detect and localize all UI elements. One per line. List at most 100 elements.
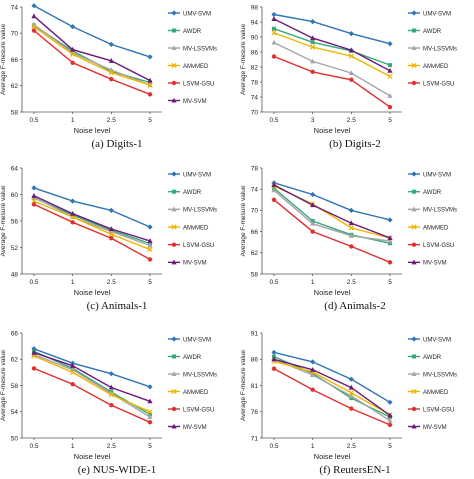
y-tick-label: 71 <box>251 435 259 442</box>
legend-label: UMV-SVM <box>183 11 211 17</box>
x-tick-label: 5 <box>148 443 152 450</box>
y-tick-label: 58 <box>251 271 259 278</box>
y-tick-label: 98 <box>251 4 259 11</box>
legend-marker <box>171 388 177 395</box>
x-tick-label: 5 <box>388 117 392 124</box>
legend-label: MV-LSSVMs <box>423 208 457 214</box>
chart-panel-3: 58 62 66 70 74 78 0.5 1 2.5 5 Noise level Average F… <box>240 165 457 312</box>
series-line-awdr <box>33 24 151 84</box>
legend-label: LSVM-GSU <box>183 407 214 413</box>
data-point-mv-svm <box>70 46 76 52</box>
legend-marker <box>172 28 176 33</box>
legend-label: MV-SVM <box>183 261 207 267</box>
data-point-mv-svm <box>387 412 393 418</box>
legend-label: AMvMED <box>423 390 449 396</box>
data-point-umv-svm <box>271 11 277 18</box>
data-point-umv-svm <box>310 191 316 198</box>
series-line-mv-lssvms <box>273 189 391 242</box>
legend-marker <box>171 10 177 16</box>
series-line-amvmed <box>273 32 391 78</box>
series-line-mv-lssvms <box>33 196 151 247</box>
x-tick-label: 2.5 <box>347 279 356 286</box>
data-point-mv-lssvms <box>348 393 354 398</box>
data-point-lsvm-gsu <box>271 197 277 202</box>
y-tick-label: 76 <box>251 409 259 416</box>
y-tick-label: 62 <box>11 83 19 90</box>
legend-marker <box>171 206 177 212</box>
data-point-mv-svm <box>310 366 316 372</box>
data-point-lsvm-gsu <box>310 229 315 234</box>
data-point-lsvm-gsu <box>70 220 75 225</box>
legend-marker <box>171 80 177 86</box>
data-point-mv-svm <box>108 58 114 63</box>
legend-label: MV-LSSVMs <box>183 208 217 214</box>
y-tick-label: 74 <box>11 4 19 11</box>
data-point-lsvm-gsu <box>147 257 153 262</box>
x-axis-title: Noise level <box>314 126 351 135</box>
series-line-mv-lssvms <box>273 41 391 97</box>
series-line-umv-svm <box>33 348 151 388</box>
series-line-amvmed <box>33 26 151 86</box>
data-point-mv-svm <box>310 35 316 41</box>
legend-marker <box>411 423 417 429</box>
y-tick-label: 66 <box>11 57 19 64</box>
legend-label: MV-SVM <box>183 99 207 105</box>
legend-label: MV-LSSVMs <box>423 46 457 52</box>
data-point-awdr <box>388 63 392 68</box>
data-point-mv-svm <box>108 384 114 390</box>
data-point-mv-lssvms <box>387 417 393 423</box>
legend-marker <box>171 371 177 376</box>
y-axis-title: Average F-mesure value <box>240 185 247 256</box>
x-axis-title: Noise level <box>74 126 111 135</box>
data-point-mv-svm <box>147 77 153 83</box>
data-point-umv-svm <box>147 224 153 230</box>
data-point-mv-lssvms <box>310 220 316 226</box>
legend-marker <box>411 371 417 376</box>
legend-label: MV-SVM <box>183 425 207 431</box>
chart-panel-4: 50 54 58 62 66 0.5 1 2.5 5 Noise level Average F-m… <box>0 330 217 476</box>
data-point-lsvm-gsu <box>387 104 393 110</box>
series-line-mv-lssvms <box>33 24 151 86</box>
x-tick-label: 2.5 <box>107 279 116 286</box>
y-tick-label: 86 <box>251 357 259 364</box>
data-point-lsvm-gsu <box>271 54 277 59</box>
data-point-umv-svm <box>348 31 354 37</box>
x-tick-label: 5 <box>388 279 392 286</box>
y-tick-label: 54 <box>11 409 19 416</box>
data-point-amvmed <box>147 409 153 415</box>
data-point-awdr <box>349 396 354 401</box>
data-point-lsvm-gsu <box>70 60 75 65</box>
data-point-mv-lssvms <box>348 233 354 238</box>
data-point-umv-svm <box>271 349 277 356</box>
data-point-awdr <box>388 241 392 246</box>
data-point-mv-svm <box>70 363 76 368</box>
y-tick-label: 48 <box>11 271 19 278</box>
data-point-awdr <box>310 40 315 45</box>
data-point-lsvm-gsu <box>109 76 114 82</box>
legend-marker <box>171 97 177 103</box>
y-tick-label: 62 <box>11 357 19 364</box>
legend-label: AWDR <box>423 355 442 361</box>
series-line-mv-lssvms <box>33 354 151 418</box>
x-axis-title: Noise level <box>314 288 351 297</box>
data-point-lsvm-gsu <box>349 244 354 249</box>
data-point-amvmed <box>70 369 76 375</box>
y-axis-title: Average F-mesure value <box>0 185 7 256</box>
data-point-mv-svm <box>70 210 76 216</box>
series-line-amvmed <box>33 355 151 413</box>
data-point-mv-lssvms <box>348 70 354 75</box>
data-point-mv-svm <box>147 398 153 404</box>
data-point-umv-svm <box>348 376 354 382</box>
legend-marker <box>412 354 416 359</box>
y-axis-title: Average F-mesure value <box>240 24 247 95</box>
y-axis-title: Average F-mesure value <box>0 350 7 421</box>
series-line-umv-svm <box>33 187 151 228</box>
legend-marker <box>411 45 417 50</box>
y-tick-label: 66 <box>11 330 19 337</box>
data-point-umv-svm <box>108 371 114 377</box>
series-line-lsvm-gsu <box>273 199 391 263</box>
y-tick-label: 58 <box>11 383 19 390</box>
data-point-umv-svm <box>70 24 76 30</box>
y-tick-label: 86 <box>251 49 259 56</box>
data-point-umv-svm <box>310 19 316 25</box>
